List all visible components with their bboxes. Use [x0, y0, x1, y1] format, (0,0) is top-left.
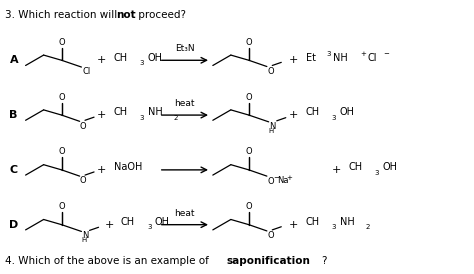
Text: OH: OH	[148, 53, 163, 62]
Text: not: not	[116, 10, 136, 19]
Text: +: +	[289, 220, 299, 230]
Text: ?: ?	[321, 256, 327, 266]
Text: B: B	[9, 110, 18, 120]
Text: O: O	[58, 93, 65, 102]
Text: Et₃N: Et₃N	[175, 44, 195, 53]
Text: NH: NH	[340, 217, 355, 227]
Text: heat: heat	[174, 209, 195, 218]
Text: +: +	[97, 165, 107, 175]
Text: 2: 2	[366, 224, 370, 230]
Text: −: −	[383, 51, 389, 57]
Text: +: +	[97, 55, 107, 65]
Text: +: +	[104, 220, 114, 230]
Text: Na: Na	[277, 176, 289, 185]
Text: 4. Which of the above is an example of: 4. Which of the above is an example of	[5, 256, 212, 266]
Text: O: O	[58, 147, 65, 156]
Text: Et: Et	[306, 53, 316, 62]
Text: 2: 2	[174, 115, 178, 121]
Text: O: O	[80, 122, 87, 130]
Text: +: +	[97, 110, 107, 120]
Text: Cl: Cl	[82, 67, 91, 76]
Text: H: H	[268, 128, 273, 133]
Text: Cl: Cl	[367, 53, 377, 62]
Text: CH: CH	[114, 107, 128, 117]
Text: NaOH: NaOH	[114, 162, 142, 172]
Text: +: +	[289, 110, 299, 120]
Text: OH: OH	[383, 162, 398, 172]
Text: 3: 3	[332, 224, 336, 230]
Text: 3: 3	[140, 60, 144, 66]
Text: O: O	[267, 67, 274, 76]
Text: O: O	[246, 147, 252, 156]
Text: C: C	[9, 165, 18, 175]
Text: OH: OH	[155, 217, 170, 227]
Text: proceed?: proceed?	[135, 10, 186, 19]
Text: 3. Which reaction will: 3. Which reaction will	[5, 10, 120, 19]
Text: A: A	[9, 55, 18, 65]
Text: N: N	[269, 122, 275, 131]
Text: +: +	[289, 55, 299, 65]
Text: O: O	[58, 202, 65, 211]
Text: CH: CH	[306, 217, 320, 227]
Text: N: N	[82, 232, 88, 241]
Text: heat: heat	[174, 99, 195, 108]
Text: OH: OH	[340, 107, 355, 117]
Text: NH: NH	[333, 53, 347, 62]
Text: 3: 3	[140, 115, 144, 121]
Text: CH: CH	[121, 217, 135, 227]
Text: +: +	[332, 165, 341, 175]
Text: 3: 3	[332, 115, 336, 121]
Text: saponification: saponification	[227, 256, 310, 266]
Text: O: O	[246, 202, 252, 211]
Text: O: O	[246, 38, 252, 47]
Text: NH: NH	[148, 107, 163, 117]
Text: O: O	[246, 93, 252, 102]
Text: CH: CH	[306, 107, 320, 117]
Text: 3: 3	[147, 224, 151, 230]
Text: O: O	[80, 176, 87, 185]
Text: H: H	[81, 237, 86, 243]
Text: −: −	[273, 175, 280, 181]
Text: +: +	[360, 51, 366, 57]
Text: CH: CH	[348, 162, 363, 172]
Text: O: O	[58, 38, 65, 47]
Text: +: +	[287, 175, 292, 181]
Text: O: O	[267, 177, 274, 186]
Text: 3: 3	[326, 51, 330, 57]
Text: O: O	[267, 231, 274, 240]
Text: 3: 3	[374, 170, 379, 176]
Text: D: D	[9, 220, 19, 230]
Text: CH: CH	[114, 53, 128, 62]
